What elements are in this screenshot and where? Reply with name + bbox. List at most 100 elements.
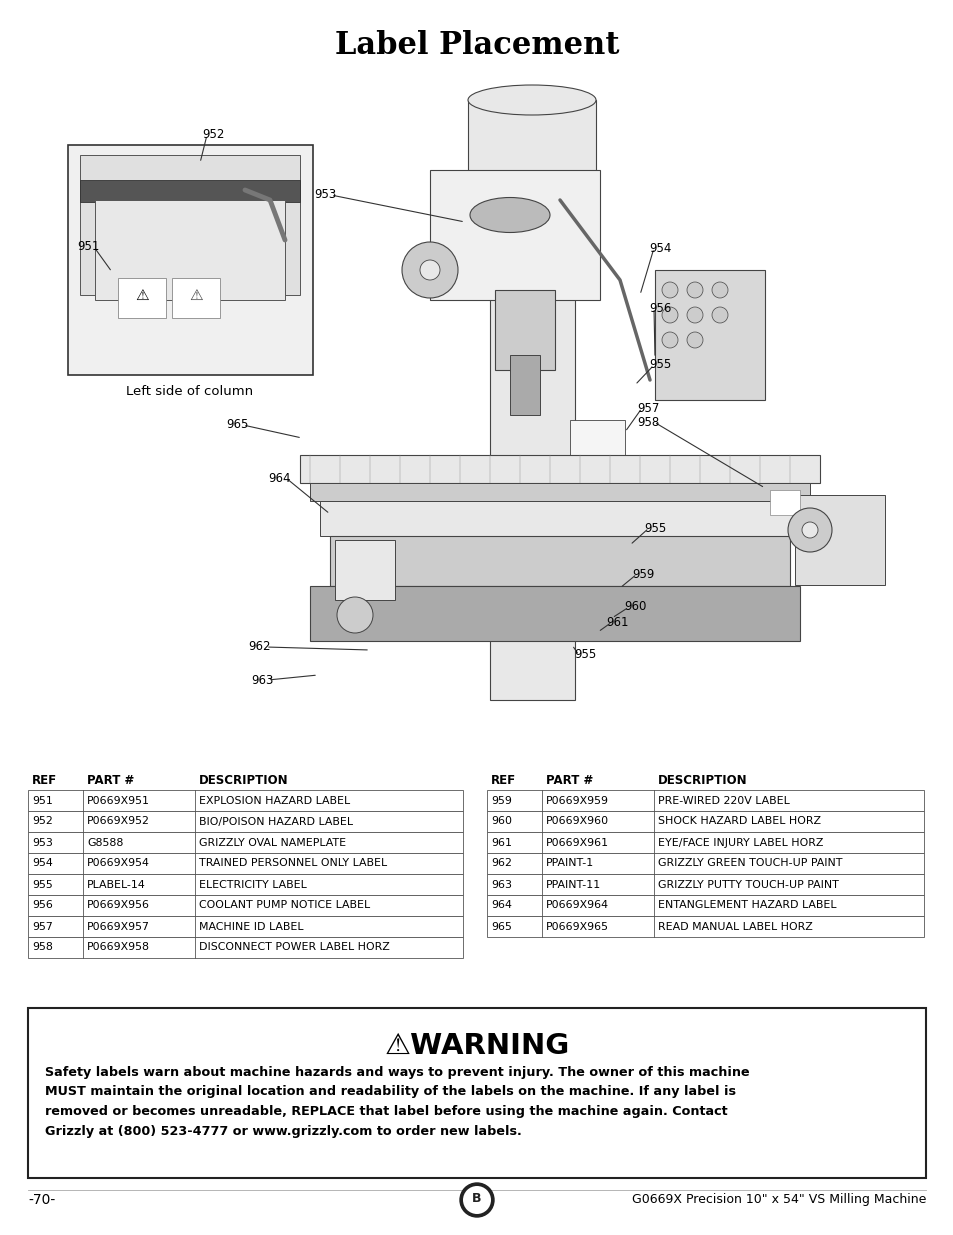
Bar — [28, 937, 462, 958]
Circle shape — [401, 242, 457, 298]
Text: 958: 958 — [637, 415, 659, 429]
Text: P0669X959: P0669X959 — [545, 795, 608, 805]
Text: 957: 957 — [32, 921, 52, 931]
Bar — [80, 180, 299, 203]
Bar — [28, 1008, 925, 1178]
Text: G8588: G8588 — [87, 837, 123, 847]
Text: 960: 960 — [623, 600, 645, 614]
Text: ⚠WARNING: ⚠WARNING — [384, 1032, 569, 1060]
Text: DESCRIPTION: DESCRIPTION — [658, 773, 747, 787]
Text: G0669X Precision 10" x 54" VS Milling Machine: G0669X Precision 10" x 54" VS Milling Ma… — [631, 1193, 925, 1207]
Text: Left side of column: Left side of column — [127, 385, 253, 398]
Text: SHOCK HAZARD LABEL HORZ: SHOCK HAZARD LABEL HORZ — [658, 816, 821, 826]
Text: ⚠: ⚠ — [135, 288, 149, 303]
Ellipse shape — [468, 85, 596, 115]
Text: 962: 962 — [491, 858, 512, 868]
Bar — [68, 144, 313, 375]
Bar — [486, 895, 923, 916]
Text: 963: 963 — [491, 879, 512, 889]
Text: EXPLOSION HAZARD LABEL: EXPLOSION HAZARD LABEL — [199, 795, 350, 805]
Text: P0669X954: P0669X954 — [87, 858, 150, 868]
Circle shape — [801, 522, 817, 538]
Text: P0669X952: P0669X952 — [87, 816, 150, 826]
Text: Label Placement: Label Placement — [335, 30, 618, 61]
Text: 960: 960 — [491, 816, 512, 826]
Circle shape — [686, 308, 702, 324]
Text: P0669X965: P0669X965 — [545, 921, 608, 931]
Circle shape — [711, 308, 727, 324]
Text: EYE/FACE INJURY LABEL HORZ: EYE/FACE INJURY LABEL HORZ — [658, 837, 822, 847]
Text: 962: 962 — [249, 641, 271, 653]
Bar — [510, 354, 539, 415]
Bar — [28, 853, 462, 874]
Text: PPAINT-11: PPAINT-11 — [545, 879, 600, 889]
Text: 954: 954 — [32, 858, 52, 868]
Bar — [794, 495, 884, 585]
Text: ENTANGLEMENT HAZARD LABEL: ENTANGLEMENT HAZARD LABEL — [658, 900, 836, 910]
Text: 956: 956 — [32, 900, 52, 910]
Text: 959: 959 — [631, 568, 654, 580]
Text: P0669X951: P0669X951 — [87, 795, 150, 805]
Bar — [468, 100, 596, 180]
Bar — [486, 790, 923, 811]
Bar — [172, 278, 220, 317]
Bar — [486, 874, 923, 895]
Circle shape — [787, 508, 831, 552]
Bar — [486, 853, 923, 874]
Text: -70-: -70- — [28, 1193, 55, 1207]
Bar — [299, 454, 820, 483]
Bar — [28, 874, 462, 895]
Text: P0669X956: P0669X956 — [87, 900, 150, 910]
Text: BIO/POISON HAZARD LABEL: BIO/POISON HAZARD LABEL — [199, 816, 353, 826]
Bar — [486, 916, 923, 937]
Text: DISCONNECT POWER LABEL HORZ: DISCONNECT POWER LABEL HORZ — [199, 942, 390, 952]
Bar — [80, 156, 299, 295]
Text: MACHINE ID LABEL: MACHINE ID LABEL — [199, 921, 303, 931]
Bar — [95, 200, 285, 300]
Text: 957: 957 — [637, 401, 659, 415]
Text: 951: 951 — [32, 795, 52, 805]
Bar — [330, 536, 789, 585]
Text: P0669X960: P0669X960 — [545, 816, 608, 826]
Bar — [310, 585, 800, 641]
Ellipse shape — [470, 198, 550, 232]
Bar — [490, 130, 575, 700]
Text: P0669X961: P0669X961 — [545, 837, 608, 847]
Circle shape — [686, 282, 702, 298]
Bar — [486, 832, 923, 853]
Text: P0669X964: P0669X964 — [545, 900, 608, 910]
Text: PART #: PART # — [87, 773, 134, 787]
Text: PRE-WIRED 220V LABEL: PRE-WIRED 220V LABEL — [658, 795, 789, 805]
Circle shape — [661, 282, 678, 298]
Circle shape — [459, 1183, 494, 1216]
Text: 965: 965 — [226, 419, 248, 431]
Text: 963: 963 — [251, 673, 273, 687]
Bar — [655, 270, 764, 400]
Text: 951: 951 — [77, 241, 99, 253]
Text: 958: 958 — [32, 942, 52, 952]
Text: ⚠: ⚠ — [189, 288, 203, 303]
Circle shape — [661, 308, 678, 324]
Text: P0669X957: P0669X957 — [87, 921, 150, 931]
Text: 961: 961 — [491, 837, 512, 847]
Bar — [28, 811, 462, 832]
Text: COOLANT PUMP NOTICE LABEL: COOLANT PUMP NOTICE LABEL — [199, 900, 370, 910]
Text: 956: 956 — [648, 301, 671, 315]
Text: 964: 964 — [269, 472, 291, 484]
Circle shape — [336, 597, 373, 634]
Bar — [335, 540, 395, 600]
Text: 953: 953 — [32, 837, 52, 847]
Text: GRIZZLY OVAL NAMEPLATE: GRIZZLY OVAL NAMEPLATE — [199, 837, 346, 847]
Bar — [28, 895, 462, 916]
Text: P0669X958: P0669X958 — [87, 942, 150, 952]
Text: B: B — [472, 1193, 481, 1205]
Bar — [118, 278, 166, 317]
Circle shape — [686, 332, 702, 348]
Text: 952: 952 — [32, 816, 52, 826]
Text: ELECTRICITY LABEL: ELECTRICITY LABEL — [199, 879, 307, 889]
Circle shape — [462, 1186, 491, 1214]
Text: 955: 955 — [643, 521, 665, 535]
Bar — [486, 811, 923, 832]
Text: GRIZZLY GREEN TOUCH-UP PAINT: GRIZZLY GREEN TOUCH-UP PAINT — [658, 858, 841, 868]
Text: 964: 964 — [491, 900, 512, 910]
